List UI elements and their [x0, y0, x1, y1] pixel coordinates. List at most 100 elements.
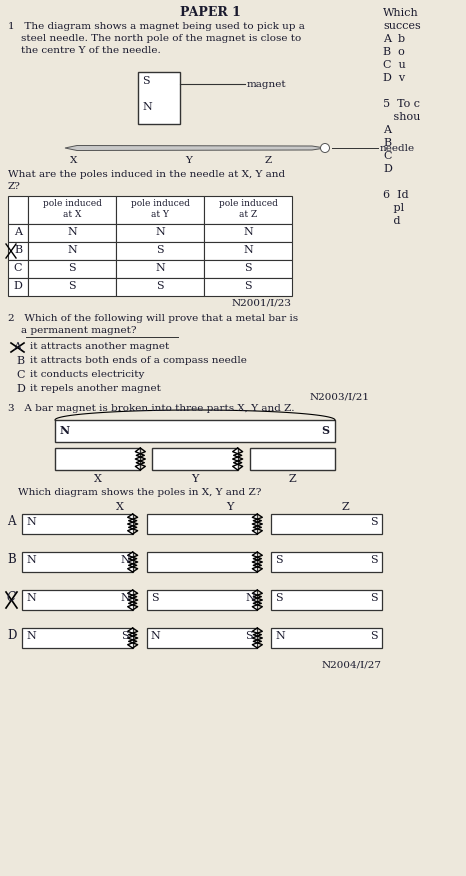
Text: S: S [370, 593, 377, 603]
Text: needle: needle [380, 144, 415, 153]
Text: X: X [116, 502, 124, 512]
Bar [28, 278, 116, 296]
Text: C: C [383, 151, 391, 161]
Text: What are the poles induced in the needle at X, Y and: What are the poles induced in the needle… [8, 170, 285, 179]
Text: S: S [156, 245, 164, 255]
Text: succes: succes [383, 21, 421, 31]
Text: B: B [7, 553, 16, 566]
Text: N: N [275, 631, 285, 641]
Text: D: D [7, 629, 16, 642]
Bar [271, 552, 382, 572]
Text: S: S [275, 555, 283, 565]
Text: B: B [383, 138, 391, 148]
Text: N: N [121, 555, 130, 565]
Text: pole induced: pole induced [130, 199, 190, 208]
Text: S: S [244, 281, 252, 291]
Polygon shape [65, 145, 325, 151]
Bar [22, 552, 133, 572]
Text: C: C [7, 591, 16, 604]
Text: X: X [70, 156, 77, 165]
Text: S: S [156, 281, 164, 291]
Text: N: N [151, 631, 160, 641]
Text: S: S [121, 631, 128, 641]
Bar [8, 242, 28, 260]
Bar [204, 224, 292, 242]
Text: N: N [142, 102, 152, 112]
Bar [22, 514, 133, 534]
Bar [116, 196, 204, 224]
Text: S: S [245, 631, 253, 641]
Text: PAPER 1: PAPER 1 [179, 6, 240, 19]
Text: magnet: magnet [247, 80, 287, 89]
Text: C: C [16, 370, 25, 380]
Text: B: B [16, 356, 24, 366]
Bar [116, 242, 204, 260]
Text: N: N [155, 227, 165, 237]
Text: S: S [321, 425, 329, 436]
Text: it attracts another magnet: it attracts another magnet [30, 342, 169, 351]
Text: it repels another magnet: it repels another magnet [30, 384, 161, 393]
Text: Y: Y [226, 502, 233, 512]
Text: shou: shou [383, 112, 420, 122]
Text: A: A [383, 125, 391, 135]
Text: N2003/I/21: N2003/I/21 [310, 393, 370, 402]
Text: D: D [383, 164, 392, 174]
Text: N: N [26, 555, 36, 565]
Bar [271, 590, 382, 610]
Text: N2004/I/27: N2004/I/27 [322, 661, 382, 670]
Text: d: d [383, 216, 400, 226]
Text: 5  To c: 5 To c [383, 99, 420, 109]
Bar [8, 278, 28, 296]
Text: at Y: at Y [151, 210, 169, 219]
Bar [28, 224, 116, 242]
Text: at X: at X [63, 210, 81, 219]
Text: D: D [14, 281, 22, 291]
Text: N: N [26, 517, 36, 527]
Bar [28, 196, 116, 224]
Bar [152, 448, 238, 470]
Text: S: S [370, 555, 377, 565]
Bar [204, 278, 292, 296]
Text: S: S [275, 593, 283, 603]
Bar [204, 196, 292, 224]
Text: S: S [142, 76, 150, 86]
Text: A: A [13, 342, 21, 352]
Text: N2001/I/23: N2001/I/23 [232, 299, 292, 308]
Text: it conducts electricity: it conducts electricity [30, 370, 144, 379]
Bar [271, 628, 382, 648]
Bar [271, 514, 382, 534]
Text: N: N [121, 593, 130, 603]
Text: 3   A bar magnet is broken into three parts X, Y and Z.: 3 A bar magnet is broken into three part… [8, 404, 295, 413]
Text: pole induced: pole induced [219, 199, 277, 208]
Text: 6  Id: 6 Id [383, 190, 409, 200]
Bar [147, 628, 257, 648]
Text: S: S [68, 281, 76, 291]
Text: S: S [68, 263, 76, 273]
Text: S: S [244, 263, 252, 273]
Text: N: N [26, 631, 36, 641]
Text: S: S [151, 593, 158, 603]
Text: N: N [67, 245, 77, 255]
Text: B  o: B o [383, 47, 405, 57]
Text: D  v: D v [383, 73, 405, 83]
Text: the centre Y of the needle.: the centre Y of the needle. [8, 46, 161, 55]
Bar [55, 420, 335, 442]
Bar [204, 260, 292, 278]
Bar [147, 590, 257, 610]
Bar [8, 224, 28, 242]
Text: Y: Y [192, 474, 199, 484]
Text: N: N [60, 425, 70, 436]
Circle shape [321, 144, 329, 152]
Text: B: B [14, 245, 22, 255]
Text: Z: Z [341, 502, 349, 512]
Bar [28, 260, 116, 278]
Text: at Z: at Z [239, 210, 257, 219]
Bar [8, 260, 28, 278]
Text: Which: Which [383, 8, 419, 18]
Text: pl: pl [383, 203, 404, 213]
Text: 2   Which of the following will prove that a metal bar is: 2 Which of the following will prove that… [8, 314, 298, 323]
Text: A: A [7, 515, 15, 528]
Bar [116, 260, 204, 278]
Text: N: N [245, 593, 255, 603]
Text: N: N [243, 245, 253, 255]
